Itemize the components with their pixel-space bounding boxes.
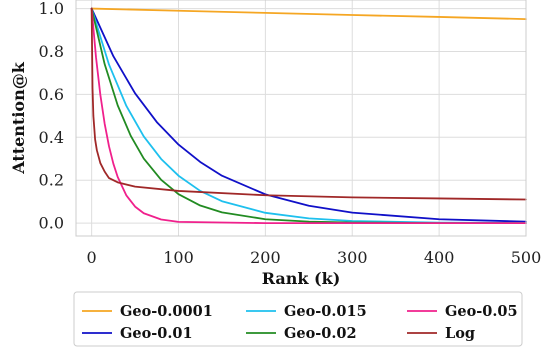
series-line-geo-0-05 <box>90 7 527 225</box>
y-tick-labels: 0.0 0.2 0.4 0.6 0.8 1.0 <box>39 0 64 233</box>
x-tick-label: 0 <box>87 248 97 267</box>
plot-frame <box>75 0 527 237</box>
x-tick-label: 200 <box>250 248 281 267</box>
x-tick-label: 400 <box>424 248 455 267</box>
x-tick-label: 500 <box>511 248 542 267</box>
legend-label-geo-0-02: Geo-0.02 <box>284 325 357 342</box>
y-tick-label: 0.2 <box>39 171 64 190</box>
legend-label-geo-0-05: Geo-0.05 <box>445 303 518 320</box>
legend-label-geo-0-015: Geo-0.015 <box>284 303 367 320</box>
y-tick-label: 0.4 <box>39 128 64 147</box>
plot-area <box>76 0 526 236</box>
series-line-geo-0-01 <box>90 7 527 223</box>
y-tick-label: 1.0 <box>39 0 64 18</box>
series-line-log <box>90 7 527 201</box>
y-axis-label: Attention@k <box>9 61 28 175</box>
x-tick-label: 100 <box>163 248 194 267</box>
y-tick-label: 0.6 <box>39 85 64 104</box>
x-tick-label: 300 <box>337 248 368 267</box>
legend-label-geo-0-0001: Geo-0.0001 <box>120 303 213 320</box>
y-tick-label: 0.0 <box>39 214 64 233</box>
x-tick-labels: 0 100 200 300 400 500 <box>87 248 542 267</box>
series-line-geo-0-015 <box>90 7 527 224</box>
y-tick-label: 0.8 <box>39 42 64 61</box>
legend: Geo-0.0001 Geo-0.01 Geo-0.015 Geo-0.02 Geo-0… <box>73 291 523 347</box>
series-lines <box>90 7 527 225</box>
legend-label-geo-0-01: Geo-0.01 <box>120 325 193 342</box>
legend-label-log: Log <box>445 325 475 342</box>
x-axis-label: Rank (k) <box>262 269 341 288</box>
series-line-geo-0-0001 <box>90 7 527 20</box>
